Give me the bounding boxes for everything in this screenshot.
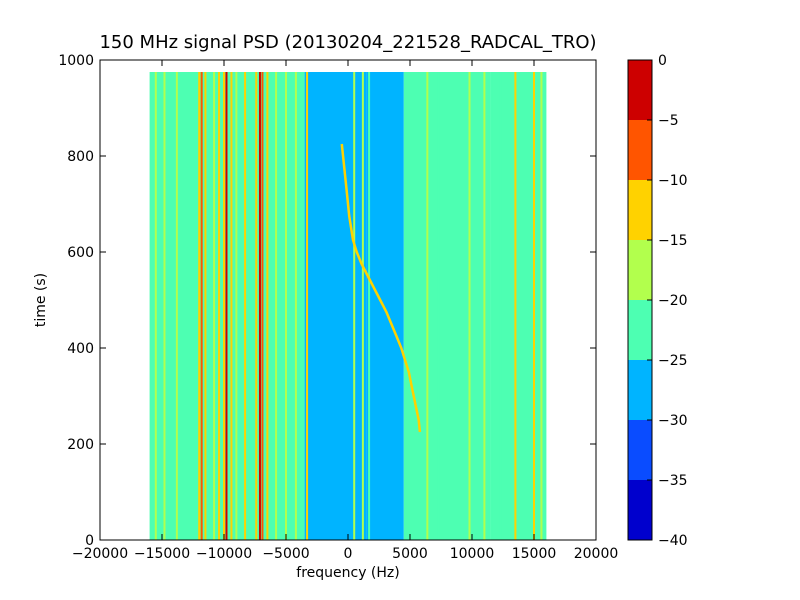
spectrogram-heatmap	[149, 72, 547, 540]
psd-region	[366, 72, 404, 540]
colorbar-band	[628, 240, 652, 300]
x-tick-label: −15000	[134, 546, 190, 562]
colorbar-tick-label: −35	[658, 473, 688, 489]
colorbar-tick-label: −10	[658, 173, 688, 189]
x-tick-label: 15000	[512, 546, 557, 562]
y-tick-label: 600	[67, 245, 94, 261]
x-tick-label: −5000	[262, 546, 309, 562]
colorbar-band	[628, 300, 652, 360]
psd-region	[490, 72, 547, 540]
psd-region	[304, 72, 367, 540]
x-tick-label: 20000	[574, 546, 619, 562]
colorbar-tick-label: −20	[658, 293, 688, 309]
x-tick-label: −20000	[72, 546, 128, 562]
colorbar-band	[628, 360, 652, 420]
y-axis: 0 200 400 600 800 1000	[58, 53, 596, 549]
x-tick-label: 10000	[450, 546, 495, 562]
y-tick-label: 800	[67, 149, 94, 165]
x-axis: −20000 −15000 −10000 −5000 0 5000 10000 15000 20…	[72, 60, 618, 562]
colorbar-tick-label: −30	[658, 413, 688, 429]
colorbar-tick-label: −5	[658, 113, 679, 129]
y-tick-label: 0	[85, 533, 94, 549]
y-tick-label: 200	[67, 437, 94, 453]
chart-title: 150 MHz signal PSD (20130204_221528_RADC…	[99, 32, 596, 53]
colorbar-band	[628, 180, 652, 240]
y-tick-label: 1000	[58, 53, 94, 69]
plot-area	[99, 59, 597, 541]
x-axis-label: frequency (Hz)	[296, 565, 399, 581]
colorbar: 0 −5 −10 −15 −20 −25 −30 −35 −40	[627, 53, 688, 549]
y-tick-label: 400	[67, 341, 94, 357]
x-tick-label: 0	[344, 546, 353, 562]
colorbar-tick-label: −15	[658, 233, 688, 249]
colorbar-band	[628, 480, 652, 540]
drifting-signal-trace	[340, 143, 422, 433]
colorbar-tick-label: −25	[658, 353, 688, 369]
colorbar-band	[628, 420, 652, 480]
y-axis-label: time (s)	[33, 273, 49, 327]
x-tick-label: −10000	[196, 546, 252, 562]
psd-region	[403, 72, 491, 540]
colorbar-band	[628, 60, 652, 120]
colorbar-tick-label: 0	[658, 53, 667, 69]
colorbar-tick-label: −40	[658, 533, 688, 549]
x-tick-label: 5000	[392, 546, 428, 562]
colorbar-band	[628, 120, 652, 180]
